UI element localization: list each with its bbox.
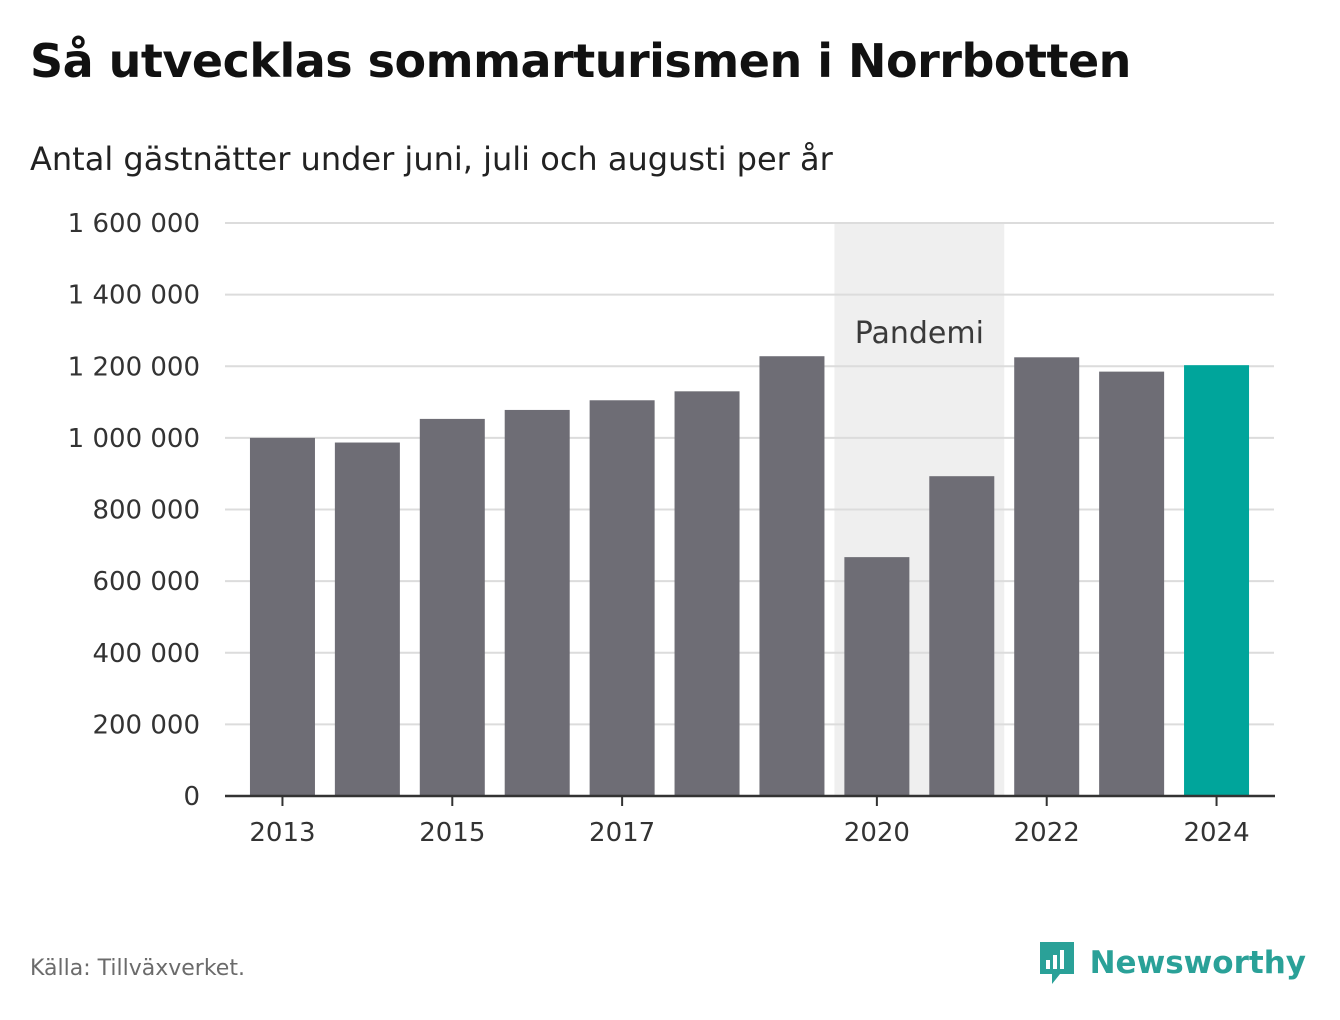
y-tick-label: 1 200 000 — [68, 352, 200, 382]
y-tick-label: 1 400 000 — [68, 281, 200, 311]
bar-2020 — [844, 557, 910, 796]
annotation-label: Pandemi — [855, 316, 984, 351]
bar-2014 — [334, 442, 400, 796]
brand-name: Newsworthy — [1089, 945, 1306, 981]
brand-logo: Newsworthy — [1036, 938, 1306, 988]
x-tick-label: 2022 — [1014, 818, 1080, 848]
bar-2016 — [504, 409, 570, 796]
chart-subtitle: Antal gästnätter under juni, juli och au… — [30, 140, 833, 178]
bar-2017 — [589, 400, 655, 796]
bar-2024 — [1184, 365, 1250, 796]
y-tick-label: 600 000 — [92, 567, 200, 597]
x-tick-label: 2020 — [844, 818, 910, 848]
y-tick-label: 0 — [183, 782, 200, 812]
bar-2019 — [759, 356, 825, 796]
x-tick-label: 2017 — [589, 818, 655, 848]
bars — [249, 356, 1250, 796]
y-tick-label: 400 000 — [92, 639, 200, 669]
tick-labels: 0 200 000 400 000 600 000 800 000 1 000 000 1 … — [68, 209, 1250, 848]
source-note: Källa: Tillväxverket. — [30, 956, 245, 981]
bar-2022 — [1014, 357, 1080, 796]
x-tick-label: 2015 — [419, 818, 485, 848]
axes — [225, 794, 1275, 806]
chart-title: Så utvecklas sommarturismen i Norrbotten — [30, 34, 1131, 88]
bar-2018 — [674, 391, 740, 796]
bar-2013 — [249, 437, 315, 796]
y-tick-label: 200 000 — [92, 710, 200, 740]
y-tick-label: 1 600 000 — [68, 209, 200, 239]
bar-chart: Pandemi 0 200 000 400 000 600 000 800 000 1 0… — [68, 209, 1275, 848]
bar-2015 — [419, 418, 485, 796]
bar-2023 — [1099, 371, 1165, 796]
y-tick-label: 1 000 000 — [68, 424, 200, 454]
y-tick-label: 800 000 — [92, 496, 200, 526]
x-tick-label: 2024 — [1183, 818, 1249, 848]
bar-chart-speech-bubble-icon — [1039, 942, 1074, 984]
x-tick-label: 2013 — [249, 818, 315, 848]
bar-2021 — [929, 476, 995, 796]
